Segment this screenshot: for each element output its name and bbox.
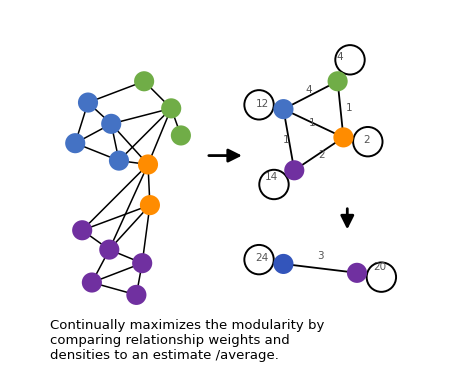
Text: 1: 1 bbox=[309, 118, 316, 128]
Text: 1: 1 bbox=[346, 103, 353, 113]
Circle shape bbox=[72, 220, 92, 240]
Text: 1: 1 bbox=[283, 135, 290, 145]
Circle shape bbox=[109, 151, 129, 171]
Circle shape bbox=[132, 253, 152, 273]
Text: 4: 4 bbox=[305, 85, 312, 95]
Text: 24: 24 bbox=[255, 253, 269, 263]
Circle shape bbox=[328, 71, 348, 91]
Circle shape bbox=[101, 114, 121, 134]
Text: Continually maximizes the modularity by
comparing relationship weights and
densi: Continually maximizes the modularity by … bbox=[50, 319, 325, 362]
Text: 3: 3 bbox=[317, 251, 324, 261]
Text: 2: 2 bbox=[364, 135, 370, 146]
Circle shape bbox=[333, 127, 354, 147]
Circle shape bbox=[65, 133, 85, 153]
Circle shape bbox=[171, 125, 191, 146]
Text: 20: 20 bbox=[374, 262, 387, 272]
Text: 2: 2 bbox=[318, 150, 325, 160]
Circle shape bbox=[273, 99, 293, 119]
Circle shape bbox=[273, 254, 293, 274]
Circle shape bbox=[140, 195, 160, 215]
Circle shape bbox=[138, 154, 158, 175]
Text: 4: 4 bbox=[336, 52, 343, 62]
Text: 12: 12 bbox=[255, 99, 269, 110]
Circle shape bbox=[347, 263, 367, 283]
Circle shape bbox=[284, 160, 304, 180]
Text: 14: 14 bbox=[265, 172, 278, 182]
Circle shape bbox=[99, 240, 119, 260]
Circle shape bbox=[78, 92, 98, 113]
Circle shape bbox=[134, 71, 154, 91]
Circle shape bbox=[126, 285, 146, 305]
Circle shape bbox=[161, 98, 181, 118]
Circle shape bbox=[82, 272, 102, 293]
